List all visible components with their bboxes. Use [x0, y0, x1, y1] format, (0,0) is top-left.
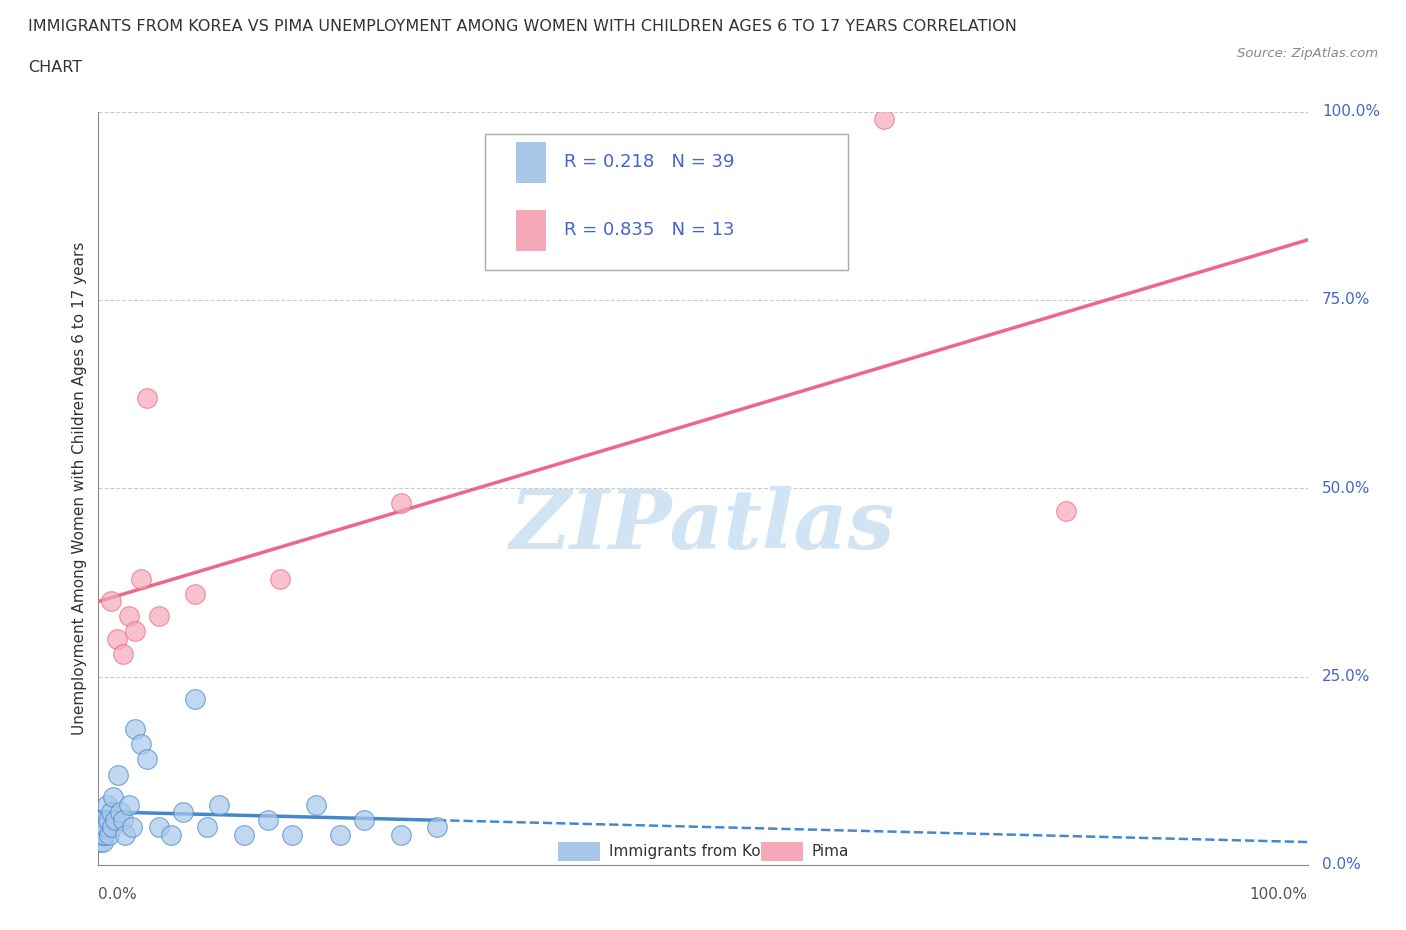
Text: Pima: Pima: [811, 844, 849, 858]
Point: [873, 112, 896, 126]
Point: [329, 828, 352, 843]
Point: [100, 820, 122, 835]
Point: [135, 752, 157, 767]
Point: [105, 631, 128, 646]
Point: [100, 804, 122, 819]
Text: 0.0%: 0.0%: [98, 887, 138, 902]
Point: [148, 820, 170, 835]
Point: [114, 828, 136, 843]
Point: [107, 767, 129, 782]
Point: [269, 571, 291, 586]
Point: [195, 820, 218, 835]
Y-axis label: Unemployment Among Women with Children Ages 6 to 17 years: Unemployment Among Women with Children A…: [72, 242, 87, 735]
Point: [184, 586, 207, 601]
Text: 25.0%: 25.0%: [1322, 669, 1371, 684]
Point: [101, 790, 124, 804]
FancyBboxPatch shape: [516, 141, 546, 183]
Point: [91, 820, 114, 835]
Text: CHART: CHART: [28, 60, 82, 75]
Point: [172, 804, 194, 819]
Point: [1054, 503, 1077, 518]
Point: [97, 812, 120, 827]
Text: 100.0%: 100.0%: [1322, 104, 1381, 119]
Text: R = 0.218   N = 39: R = 0.218 N = 39: [564, 153, 734, 171]
FancyBboxPatch shape: [485, 134, 848, 270]
Point: [93, 828, 115, 843]
Text: 75.0%: 75.0%: [1322, 292, 1371, 308]
Point: [108, 804, 131, 819]
Point: [353, 812, 375, 827]
Point: [104, 812, 127, 827]
Point: [129, 737, 152, 751]
Point: [96, 797, 118, 812]
Point: [111, 646, 134, 661]
Point: [208, 797, 231, 812]
Point: [91, 812, 114, 827]
Point: [93, 828, 115, 843]
Point: [184, 692, 207, 707]
Point: [90, 820, 112, 835]
Point: [118, 609, 141, 624]
Point: [124, 624, 146, 639]
Text: 50.0%: 50.0%: [1322, 481, 1371, 496]
Text: 0.0%: 0.0%: [1322, 857, 1361, 872]
Text: ZIPatlas: ZIPatlas: [510, 485, 896, 566]
Point: [98, 828, 121, 843]
Text: 100.0%: 100.0%: [1250, 887, 1308, 902]
FancyBboxPatch shape: [558, 843, 600, 861]
Point: [426, 820, 449, 835]
Text: R = 0.835   N = 13: R = 0.835 N = 13: [564, 221, 734, 239]
Point: [118, 797, 141, 812]
Text: Source: ZipAtlas.com: Source: ZipAtlas.com: [1237, 46, 1378, 60]
Point: [281, 828, 304, 843]
Text: Immigrants from Korea: Immigrants from Korea: [609, 844, 785, 858]
Point: [124, 722, 146, 737]
Point: [256, 812, 278, 827]
Point: [129, 571, 152, 586]
Point: [232, 828, 254, 843]
Text: IMMIGRANTS FROM KOREA VS PIMA UNEMPLOYMENT AMONG WOMEN WITH CHILDREN AGES 6 TO 1: IMMIGRANTS FROM KOREA VS PIMA UNEMPLOYME…: [28, 19, 1017, 33]
Point: [100, 594, 122, 609]
Point: [94, 820, 117, 835]
FancyBboxPatch shape: [516, 209, 546, 251]
Point: [135, 391, 157, 405]
Point: [305, 797, 328, 812]
FancyBboxPatch shape: [761, 843, 803, 861]
Point: [160, 828, 183, 843]
Point: [389, 828, 412, 843]
Point: [148, 609, 170, 624]
Point: [389, 496, 412, 511]
Point: [121, 820, 143, 835]
Point: [91, 835, 114, 850]
Point: [111, 812, 134, 827]
Point: [89, 835, 111, 850]
Point: [90, 828, 112, 843]
